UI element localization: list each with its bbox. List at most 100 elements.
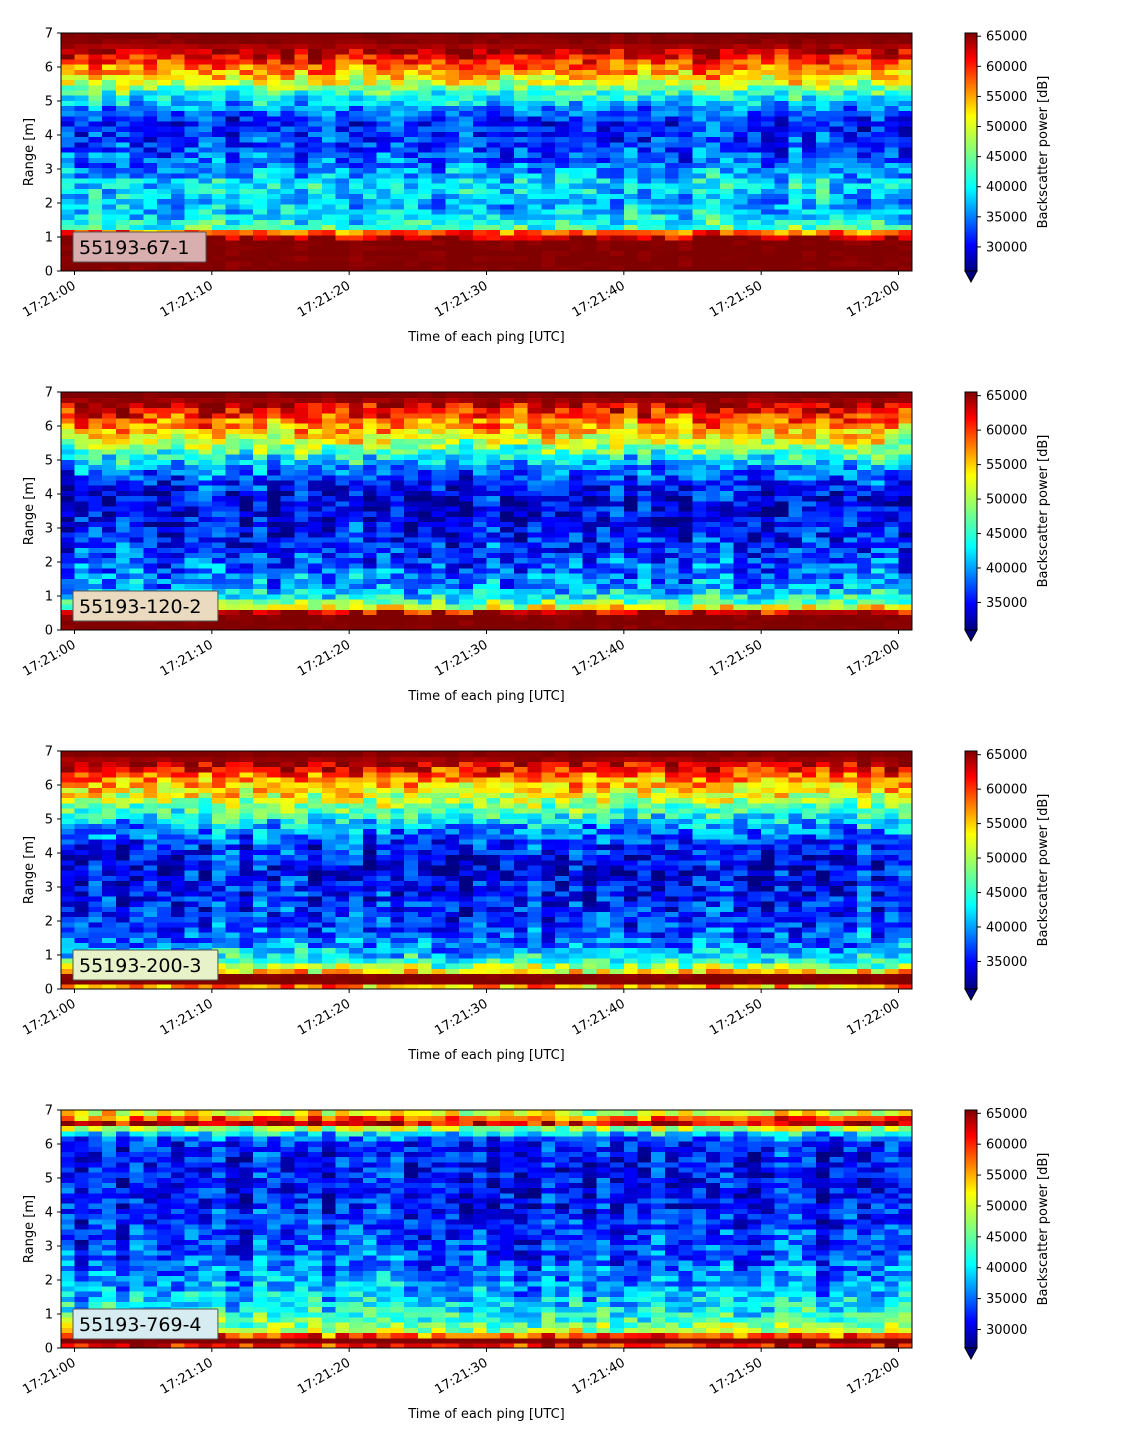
heatmap-cell	[75, 413, 89, 419]
heatmap-cell	[720, 162, 734, 168]
heatmap-cell	[500, 111, 514, 117]
heatmap-cell	[418, 49, 432, 55]
heatmap-cell	[734, 85, 748, 91]
x-tick-label: 17:21:50	[707, 278, 765, 320]
heatmap-cell	[788, 199, 802, 205]
heatmap-cell	[885, 85, 899, 91]
heatmap-cell	[185, 90, 199, 96]
heatmap-cell	[404, 392, 418, 398]
heatmap-cell	[404, 620, 418, 626]
heatmap-cell	[459, 594, 473, 600]
heatmap-cell	[239, 594, 253, 600]
heatmap-cell	[102, 38, 116, 44]
heatmap-cell	[363, 521, 377, 527]
heatmap-cell	[720, 59, 734, 65]
heatmap-cell	[610, 397, 624, 403]
heatmap-cell	[610, 423, 624, 429]
heatmap-cell	[143, 157, 157, 163]
heatmap-cell	[281, 397, 295, 403]
heatmap-cell	[555, 583, 569, 589]
heatmap-cell	[500, 470, 514, 476]
heatmap-cell	[239, 178, 253, 184]
heatmap-cell	[185, 392, 199, 398]
heatmap-cell	[514, 392, 528, 398]
heatmap-cell	[747, 214, 761, 220]
heatmap-cell	[555, 568, 569, 574]
heatmap-cell	[308, 152, 322, 158]
heatmap-cell	[459, 459, 473, 465]
heatmap-cell	[239, 121, 253, 127]
heatmap-cell	[761, 105, 775, 111]
heatmap-cell	[802, 74, 816, 80]
heatmap-cell	[281, 111, 295, 117]
heatmap-cell	[198, 199, 212, 205]
heatmap-cell	[294, 43, 308, 49]
heatmap-cell	[624, 527, 638, 533]
heatmap-cell	[61, 173, 75, 179]
heatmap-cell	[583, 423, 597, 429]
heatmap-cell	[253, 594, 267, 600]
heatmap-cell	[143, 111, 157, 117]
heatmap-cell	[281, 261, 295, 267]
heatmap-cell	[637, 33, 651, 39]
heatmap-cell	[528, 74, 542, 80]
heatmap-cell	[336, 64, 350, 70]
heatmap-cell	[363, 188, 377, 194]
heatmap-cell	[294, 193, 308, 199]
heatmap-cell	[102, 516, 116, 522]
heatmap-cell	[390, 475, 404, 481]
heatmap-cell	[377, 121, 391, 127]
heatmap-cell	[830, 33, 844, 39]
heatmap-cell	[610, 614, 624, 620]
heatmap-cell	[500, 126, 514, 132]
heatmap-cell	[775, 188, 789, 194]
heatmap-cell	[500, 162, 514, 168]
heatmap-cell	[281, 74, 295, 80]
heatmap-cell	[198, 413, 212, 419]
heatmap-cell	[390, 594, 404, 600]
heatmap-cell	[651, 33, 665, 39]
heatmap-cell	[514, 214, 528, 220]
heatmap-cell	[583, 599, 597, 605]
heatmap-cell	[610, 224, 624, 230]
colorbar: 3000035000400004500050000550006000065000…	[965, 30, 1051, 282]
heatmap-cell	[377, 69, 391, 75]
heatmap-cell	[418, 620, 432, 626]
heatmap-cell	[555, 193, 569, 199]
heatmap-cell	[583, 85, 597, 91]
heatmap-cell	[445, 230, 459, 236]
heatmap-cell	[473, 33, 487, 39]
heatmap-cell	[336, 490, 350, 496]
heatmap-cell	[500, 454, 514, 460]
heatmap-cell	[637, 490, 651, 496]
heatmap-cell	[294, 240, 308, 246]
heatmap-cell	[390, 490, 404, 496]
heatmap-cell	[294, 620, 308, 626]
heatmap-cell	[212, 392, 226, 398]
heatmap-cell	[267, 495, 281, 501]
heatmap-cell	[281, 614, 295, 620]
heatmap-cell	[487, 240, 501, 246]
x-tick-label: 17:22:00	[844, 278, 902, 320]
heatmap-cell	[308, 485, 322, 491]
heatmap-cell	[171, 69, 185, 75]
heatmap-cell	[363, 54, 377, 60]
heatmap-cell	[637, 193, 651, 199]
heatmap-cell	[514, 64, 528, 70]
heatmap-cell	[349, 413, 363, 419]
heatmap-cell	[802, 116, 816, 122]
heatmap-cell	[500, 521, 514, 527]
heatmap-cell	[322, 583, 336, 589]
heatmap-cell	[281, 38, 295, 44]
heatmap-cell	[459, 121, 473, 127]
heatmap-cell	[583, 563, 597, 569]
heatmap-cell	[473, 423, 487, 429]
heatmap-cell	[336, 464, 350, 470]
heatmap-cell	[432, 95, 446, 101]
heatmap-cell	[390, 121, 404, 127]
heatmap-cell	[336, 235, 350, 241]
heatmap-cell	[885, 255, 899, 261]
heatmap-cell	[390, 219, 404, 225]
heatmap-cell	[239, 599, 253, 605]
heatmap-cell	[102, 501, 116, 507]
